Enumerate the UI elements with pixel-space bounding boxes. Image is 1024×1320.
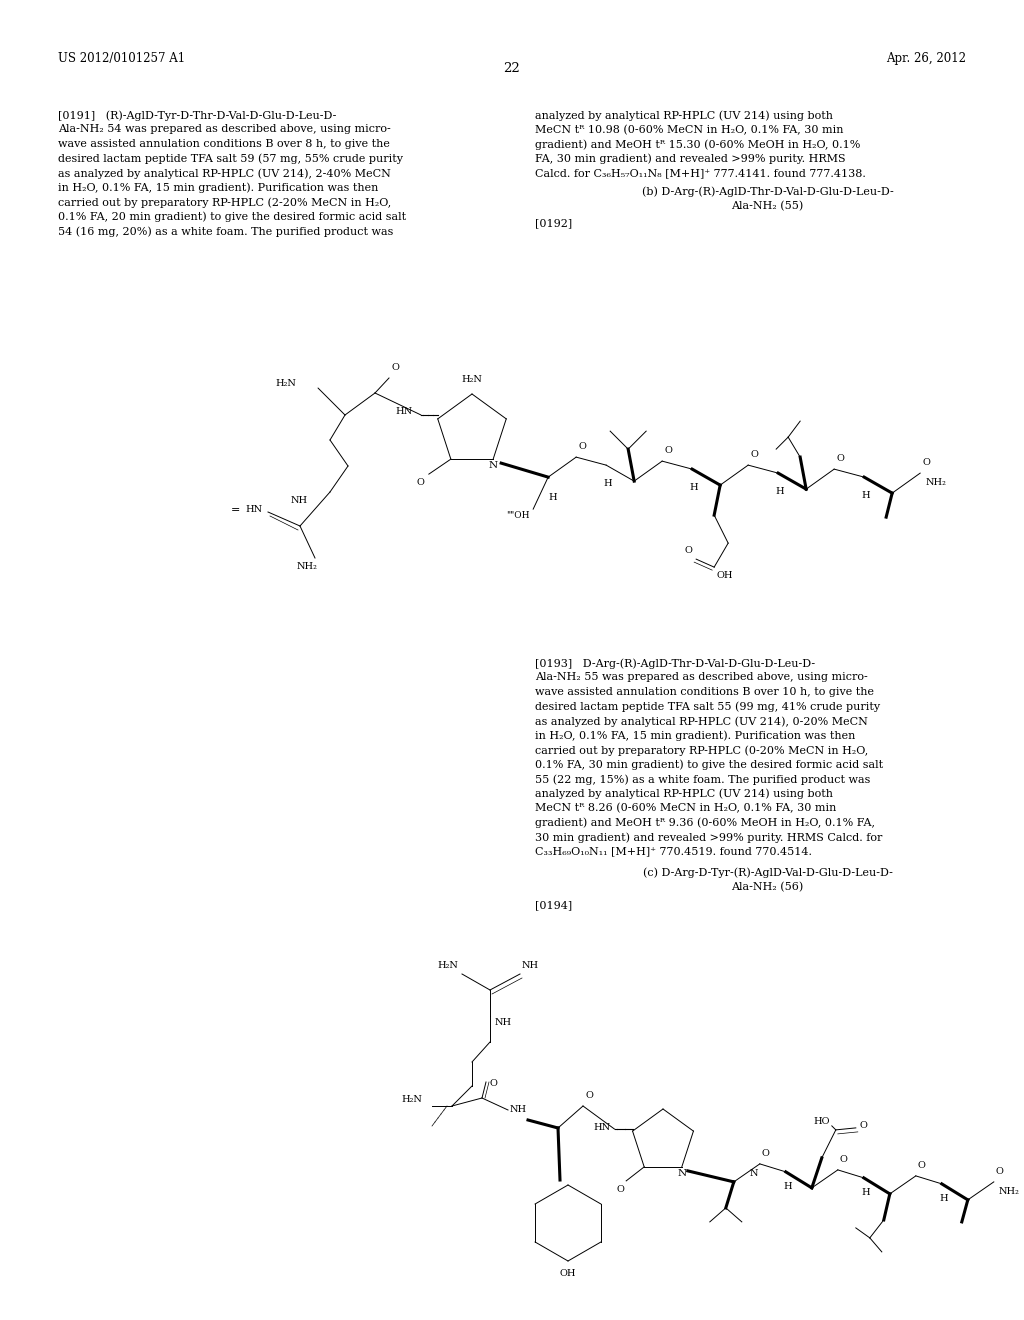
Text: gradient) and MeOH tᴿ 15.30 (0-60% MeOH in H₂O, 0.1%: gradient) and MeOH tᴿ 15.30 (0-60% MeOH … <box>535 139 860 149</box>
Text: H: H <box>939 1193 948 1203</box>
Text: O: O <box>840 1155 848 1164</box>
Text: OH: OH <box>716 572 732 579</box>
Text: desired lactam peptide TFA salt 59 (57 mg, 55% crude purity: desired lactam peptide TFA salt 59 (57 m… <box>58 153 403 164</box>
Text: N: N <box>677 1170 686 1177</box>
Text: carried out by preparatory RP-HPLC (0-20% MeCN in H₂O,: carried out by preparatory RP-HPLC (0-20… <box>535 744 868 755</box>
Text: wave assisted annulation conditions B over 8 h, to give the: wave assisted annulation conditions B ov… <box>58 139 390 149</box>
Text: analyzed by analytical RP-HPLC (UV 214) using both: analyzed by analytical RP-HPLC (UV 214) … <box>535 110 833 120</box>
Text: O: O <box>684 546 692 556</box>
Text: =: = <box>230 506 240 515</box>
Text: O: O <box>837 454 844 463</box>
Text: as analyzed by analytical RP-HPLC (UV 214), 0-20% MeCN: as analyzed by analytical RP-HPLC (UV 21… <box>535 715 868 726</box>
Text: wave assisted annulation conditions B over 10 h, to give the: wave assisted annulation conditions B ov… <box>535 686 874 697</box>
Text: O: O <box>417 478 425 487</box>
Text: C₃₃H₆₉O₁₀N₁₁ [M+H]⁺ 770.4519. found 770.4514.: C₃₃H₆₉O₁₀N₁₁ [M+H]⁺ 770.4519. found 770.… <box>535 846 812 857</box>
Text: O: O <box>860 1122 867 1130</box>
Text: Apr. 26, 2012: Apr. 26, 2012 <box>886 51 966 65</box>
Text: HN: HN <box>395 408 413 416</box>
Text: O: O <box>579 442 586 451</box>
Text: Ala-NH₂ (55): Ala-NH₂ (55) <box>731 201 804 211</box>
Text: H: H <box>690 483 698 492</box>
Text: O: O <box>490 1080 498 1089</box>
Text: Ala-NH₂ 54 was prepared as described above, using micro-: Ala-NH₂ 54 was prepared as described abo… <box>58 124 391 135</box>
Text: gradient) and MeOH tᴿ 9.36 (0-60% MeOH in H₂O, 0.1% FA,: gradient) and MeOH tᴿ 9.36 (0-60% MeOH i… <box>535 817 874 828</box>
Text: O: O <box>751 450 758 459</box>
Text: analyzed by analytical RP-HPLC (UV 214) using both: analyzed by analytical RP-HPLC (UV 214) … <box>535 788 833 799</box>
Text: [0191]   (R)-AglD-Tyr-D-Thr-D-Val-D-Glu-D-Leu-D-: [0191] (R)-AglD-Tyr-D-Thr-D-Val-D-Glu-D-… <box>58 110 336 120</box>
Text: H₂N: H₂N <box>462 375 482 384</box>
Text: H: H <box>549 494 557 502</box>
Text: H₂N: H₂N <box>401 1096 422 1105</box>
Text: H: H <box>776 487 784 496</box>
Text: in H₂O, 0.1% FA, 15 min gradient). Purification was then: in H₂O, 0.1% FA, 15 min gradient). Purif… <box>535 730 855 741</box>
Text: H: H <box>783 1181 793 1191</box>
Text: NH₂: NH₂ <box>925 478 946 487</box>
Text: NH₂: NH₂ <box>297 562 317 572</box>
Text: Ala-NH₂ (56): Ala-NH₂ (56) <box>731 882 804 892</box>
Text: 0.1% FA, 20 min gradient) to give the desired formic acid salt: 0.1% FA, 20 min gradient) to give the de… <box>58 211 407 222</box>
Text: as analyzed by analytical RP-HPLC (UV 214), 2-40% MeCN: as analyzed by analytical RP-HPLC (UV 21… <box>58 168 391 178</box>
Text: N: N <box>750 1170 758 1177</box>
Text: HO: HO <box>813 1118 829 1126</box>
Text: in H₂O, 0.1% FA, 15 min gradient). Purification was then: in H₂O, 0.1% FA, 15 min gradient). Purif… <box>58 182 379 193</box>
Text: 22: 22 <box>504 62 520 75</box>
Text: O: O <box>995 1167 1004 1176</box>
Text: O: O <box>391 363 399 372</box>
Text: 55 (22 mg, 15%) as a white foam. The purified product was: 55 (22 mg, 15%) as a white foam. The pur… <box>535 774 870 784</box>
Text: (b) D-Arg-(R)-AglD-Thr-D-Val-D-Glu-D-Leu-D-: (b) D-Arg-(R)-AglD-Thr-D-Val-D-Glu-D-Leu… <box>642 186 893 197</box>
Text: NH: NH <box>522 961 539 970</box>
Text: O: O <box>665 446 672 455</box>
Text: MeCN tᴿ 10.98 (0-60% MeCN in H₂O, 0.1% FA, 30 min: MeCN tᴿ 10.98 (0-60% MeCN in H₂O, 0.1% F… <box>535 124 844 135</box>
Text: H: H <box>861 1188 870 1197</box>
Text: FA, 30 min gradient) and revealed >99% purity. HRMS: FA, 30 min gradient) and revealed >99% p… <box>535 153 846 164</box>
Text: 30 min gradient) and revealed >99% purity. HRMS Calcd. for: 30 min gradient) and revealed >99% purit… <box>535 832 883 842</box>
Text: O: O <box>585 1092 593 1100</box>
Text: HN: HN <box>246 506 263 515</box>
Text: NH₂: NH₂ <box>998 1187 1020 1196</box>
Text: MeCN tᴿ 8.26 (0-60% MeCN in H₂O, 0.1% FA, 30 min: MeCN tᴿ 8.26 (0-60% MeCN in H₂O, 0.1% FA… <box>535 803 837 813</box>
Text: [0194]: [0194] <box>535 900 572 909</box>
Text: [0192]: [0192] <box>535 219 572 228</box>
Text: NH: NH <box>495 1018 512 1027</box>
Text: N: N <box>488 461 498 470</box>
Text: O: O <box>923 458 930 467</box>
Text: O: O <box>762 1148 770 1158</box>
Text: H: H <box>862 491 870 500</box>
Text: H₂N: H₂N <box>437 961 458 970</box>
Text: O: O <box>616 1185 625 1193</box>
Text: O: O <box>918 1160 926 1170</box>
Text: desired lactam peptide TFA salt 55 (99 mg, 41% crude purity: desired lactam peptide TFA salt 55 (99 m… <box>535 701 880 711</box>
Text: H₂N: H₂N <box>275 380 296 388</box>
Text: HN: HN <box>594 1122 610 1131</box>
Text: (c) D-Arg-D-Tyr-(R)-AglD-Val-D-Glu-D-Leu-D-: (c) D-Arg-D-Tyr-(R)-AglD-Val-D-Glu-D-Leu… <box>643 867 893 878</box>
Text: NH: NH <box>510 1106 527 1114</box>
Text: 54 (16 mg, 20%) as a white foam. The purified product was: 54 (16 mg, 20%) as a white foam. The pur… <box>58 226 393 236</box>
Text: 0.1% FA, 30 min gradient) to give the desired formic acid salt: 0.1% FA, 30 min gradient) to give the de… <box>535 759 883 770</box>
Text: H: H <box>604 479 612 488</box>
Text: Calcd. for C₃₆H₅₇O₁₁N₈ [M+H]⁺ 777.4141. found 777.4138.: Calcd. for C₃₆H₅₇O₁₁N₈ [M+H]⁺ 777.4141. … <box>535 168 866 178</box>
Text: [0193]   D-Arg-(R)-AglD-Thr-D-Val-D-Glu-D-Leu-D-: [0193] D-Arg-(R)-AglD-Thr-D-Val-D-Glu-D-… <box>535 657 815 668</box>
Text: US 2012/0101257 A1: US 2012/0101257 A1 <box>58 51 185 65</box>
Text: OH: OH <box>560 1269 577 1278</box>
Text: ""OH: ""OH <box>506 511 529 520</box>
Text: carried out by preparatory RP-HPLC (2-20% MeCN in H₂O,: carried out by preparatory RP-HPLC (2-20… <box>58 197 391 207</box>
Text: Ala-NH₂ 55 was prepared as described above, using micro-: Ala-NH₂ 55 was prepared as described abo… <box>535 672 867 682</box>
Text: NH: NH <box>291 496 308 506</box>
